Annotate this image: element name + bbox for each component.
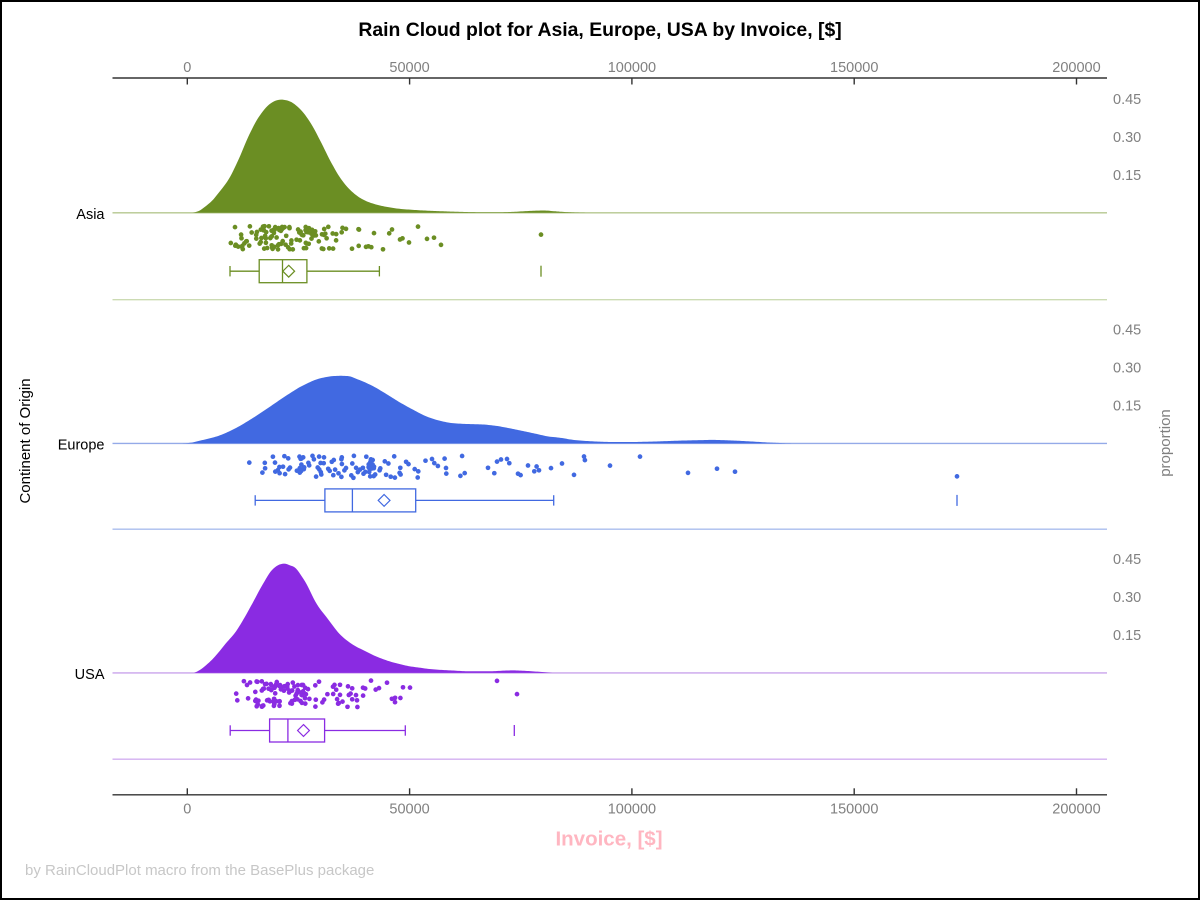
svg-text:0: 0 xyxy=(183,60,191,76)
svg-text:Europe: Europe xyxy=(58,437,105,453)
svg-text:50000: 50000 xyxy=(389,60,429,76)
svg-text:150000: 150000 xyxy=(830,60,878,76)
svg-text:by RainCloudPlot macro from th: by RainCloudPlot macro from the BasePlus… xyxy=(25,862,374,879)
svg-text:0.15: 0.15 xyxy=(1113,168,1141,184)
svg-text:Invoice, [$]: Invoice, [$] xyxy=(555,828,662,851)
svg-text:200000: 200000 xyxy=(1052,60,1100,76)
svg-text:0: 0 xyxy=(183,802,191,818)
svg-text:0.45: 0.45 xyxy=(1113,552,1141,568)
svg-text:0.45: 0.45 xyxy=(1113,322,1141,338)
svg-text:0.30: 0.30 xyxy=(1113,360,1141,376)
svg-text:Asia: Asia xyxy=(76,207,105,223)
svg-text:100000: 100000 xyxy=(608,60,656,76)
svg-text:0.30: 0.30 xyxy=(1113,590,1141,606)
svg-text:0.15: 0.15 xyxy=(1113,398,1141,414)
svg-text:200000: 200000 xyxy=(1052,802,1100,818)
svg-text:150000: 150000 xyxy=(830,802,878,818)
svg-text:100000: 100000 xyxy=(608,802,656,818)
svg-text:Continent of Origin: Continent of Origin xyxy=(17,378,34,503)
svg-text:0.45: 0.45 xyxy=(1113,92,1141,108)
svg-text:0.30: 0.30 xyxy=(1113,130,1141,146)
svg-text:USA: USA xyxy=(75,667,105,683)
svg-text:50000: 50000 xyxy=(389,802,429,818)
svg-text:proportion: proportion xyxy=(1157,409,1174,477)
svg-text:Rain Cloud plot for Asia, Euro: Rain Cloud plot for Asia, Europe, USA by… xyxy=(358,19,841,41)
svg-text:0.15: 0.15 xyxy=(1113,628,1141,644)
